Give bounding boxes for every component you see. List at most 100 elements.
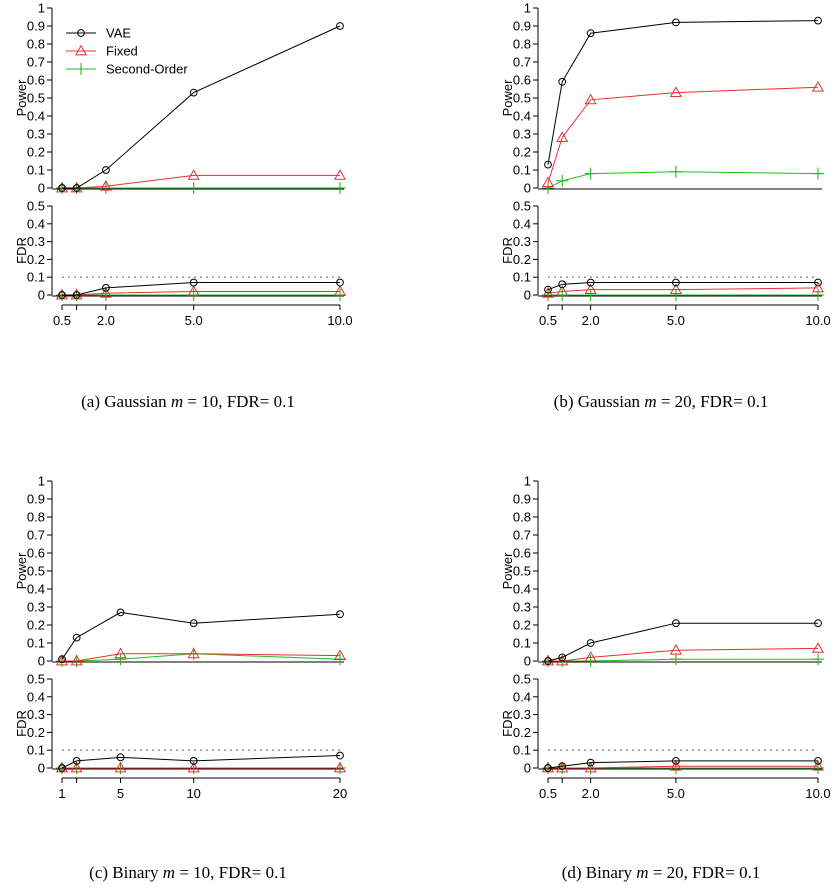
panel-d-power-y-tick-label: 0.4 xyxy=(513,582,531,597)
panel-c-x-tick-label: 5 xyxy=(117,786,124,801)
panel-d-power-y-tick-label: 0.1 xyxy=(513,636,531,651)
panel-d-power-series-second-order-point xyxy=(812,653,824,666)
panel-a-x-tick-label: 10.0 xyxy=(327,313,352,328)
panel-b-power-y-tick-label: 0.3 xyxy=(513,127,531,142)
panel-d-fdr-series-fixed-point xyxy=(584,761,597,773)
caption-c-pre: (c) Binary xyxy=(89,863,163,882)
panel-a-fdr-series-vae-point xyxy=(58,291,66,299)
panel-b-power-y-tick-label: 1 xyxy=(524,1,531,16)
panel-b-power-series-vae-point xyxy=(671,18,680,27)
legend: VAE Fixed Second-Order xyxy=(66,26,188,77)
panel-d-power-series-fixed-point xyxy=(811,642,825,653)
panel-b-fdr-series-vae-point xyxy=(814,278,822,287)
panel-a-power-y-tick-label: 0.9 xyxy=(27,19,45,34)
panel-d-power-series-vae-point xyxy=(558,653,567,662)
panel-b-fdr-series-second-order-point xyxy=(669,289,682,301)
panel-b-power-y-tick-label: 0.9 xyxy=(513,19,531,34)
panel-b-x-tick-label: 0.5 xyxy=(539,313,557,328)
panel-b-fdr-y-tick-label: 0.5 xyxy=(513,199,531,214)
panel-b-fdr-series-second-order-point xyxy=(584,289,597,301)
caption-d-mid: = 20, FDR= xyxy=(648,863,740,882)
panel-d-fdr-ylabel: FDR xyxy=(500,710,515,737)
panel-a-power-series-vae-point xyxy=(72,184,81,192)
caption-a-var: m xyxy=(170,392,184,411)
panel-a-power-y-tick-label: 0.7 xyxy=(27,55,45,70)
panel-d-power-series-vae-point xyxy=(586,639,595,647)
panel-c-fdr-y-tick-label: 0 xyxy=(38,761,45,776)
legend-fixed-marker xyxy=(74,44,88,56)
panel-a-power-y-tick-label: 0.8 xyxy=(27,37,45,52)
caption-b: (b) Gaussian m = 20, FDR= 0.1 xyxy=(554,392,769,412)
panel-a-fdr-series-vae-point xyxy=(101,283,110,292)
panel-a-fdr-y-tick-label: 0.1 xyxy=(27,270,45,285)
panel-a-x-tick-label: 0.5 xyxy=(53,313,71,328)
caption-c: (c) Binary m = 10, FDR= 0.1 xyxy=(89,863,287,883)
panel-b-power-series-second-order-line xyxy=(547,171,819,189)
panel-b-fdr-series-second-order-point xyxy=(812,289,824,301)
panel-a-power-y-tick-label: 0.4 xyxy=(27,109,45,124)
panel-b-fdr-series-fixed-point xyxy=(584,283,597,295)
panel-b-power-y-tick-label: 0.7 xyxy=(513,55,531,70)
panel-a-fdr-y-tick-label: 0.4 xyxy=(27,216,45,231)
panel-d-fdr-series-fixed-point xyxy=(669,760,682,771)
panel-a-power-y-tick-label: 1 xyxy=(38,1,45,16)
panel-b-fdr-series-fixed-point xyxy=(556,285,569,296)
panel-a-fdr-series-vae-point xyxy=(189,278,198,287)
caption-a-pre: (a) Gaussian xyxy=(81,392,171,411)
panel-d-x-tick-label: 2.0 xyxy=(582,786,600,801)
panel-b-power-y-tick-label: 0.8 xyxy=(513,37,531,52)
panel-c-fdr-series-fixed-point xyxy=(70,761,83,773)
panel-b-x-tick-label: 5.0 xyxy=(667,313,685,328)
panel-c-power-y-tick-label: 0.3 xyxy=(27,600,45,615)
panel-d-x-tick-label: 10.0 xyxy=(805,786,830,801)
caption-a: (a) Gaussian m = 10, FDR= 0.1 xyxy=(81,392,295,412)
panel-c-power-y-tick-label: 0.7 xyxy=(27,528,45,543)
panel-a-power-series-vae-point xyxy=(58,184,66,192)
panel-b-fdr-y-tick-label: 0 xyxy=(524,288,531,303)
panel-b-power-series-fixed-point xyxy=(811,80,825,92)
panel-b-fdr-series-fixed-point xyxy=(541,287,555,298)
panel-d-power-series-vae-line xyxy=(547,622,818,662)
panel-c-power-series-vae-line xyxy=(61,611,341,660)
panel-c-power-series-vae-point xyxy=(72,633,81,642)
panel-c-power-y-tick-label: 0.6 xyxy=(27,546,45,561)
panel-d-x-tick-label: 0.5 xyxy=(539,786,557,801)
panel-c-x-tick-label: 1 xyxy=(58,786,65,801)
panel-d-fdr-series-vae-point xyxy=(671,756,680,765)
panel-a-x-tick-label: 2.0 xyxy=(97,313,115,328)
panel-d-fdr-series-fixed-point xyxy=(556,761,569,773)
panel-c-power-y-tick-label: 0 xyxy=(38,654,45,669)
panel-d-fdr-series-vae-point xyxy=(586,758,595,767)
panel-a-power-series-second-order-point xyxy=(334,182,346,194)
panel-c-power-ylabel: Power xyxy=(14,552,29,590)
panel-c-power-series-vae-point xyxy=(116,608,125,617)
panel-d-power-series-fixed-line xyxy=(548,647,819,662)
panel-c-fdr-series-fixed-point xyxy=(187,761,200,773)
panel-d-fdr-y-tick-label: 0.3 xyxy=(513,707,531,722)
panel-c-fdr-y-tick-label: 0.3 xyxy=(27,707,45,722)
panel-d-power-series-vae-point xyxy=(544,657,552,665)
panel-a-power-series-vae-point xyxy=(189,88,198,97)
panel-b-fdr-y-tick-label: 0.1 xyxy=(513,270,531,285)
legend-vae-marker xyxy=(77,29,85,37)
panel-c-fdr-series-fixed-point xyxy=(333,761,347,773)
caption-a-mid: = 10, FDR= xyxy=(183,392,274,411)
panel-d-fdr-y-tick-label: 0.4 xyxy=(513,689,531,704)
panel-b-power-series-fixed-point xyxy=(541,176,555,187)
panel-c-power-series-vae-point xyxy=(58,655,66,664)
panel-a-fdr-series-vae-point xyxy=(72,291,81,299)
panel-a-power-series-fixed-point xyxy=(99,179,112,191)
caption-c-var: m xyxy=(162,863,176,882)
panel-a-power-series-vae-line xyxy=(62,25,341,189)
panel-a-power-ylabel: Power xyxy=(14,79,29,117)
panel-b-power-series-second-order-point xyxy=(669,165,682,178)
panel-d-fdr-y-tick-label: 0.2 xyxy=(513,725,531,740)
panel-c-power-series-fixed-point xyxy=(187,647,200,659)
panel-d-power-series-fixed-point xyxy=(556,654,569,666)
panel-c-power-series-vae-point xyxy=(336,610,344,619)
panel-c-fdr-series-vae-point xyxy=(189,756,198,765)
panel-c-fdr-y-tick-label: 0.2 xyxy=(27,725,45,740)
panel-b-x-tick-label: 10.0 xyxy=(805,313,830,328)
caption-a-val: 0.1 xyxy=(273,392,295,411)
